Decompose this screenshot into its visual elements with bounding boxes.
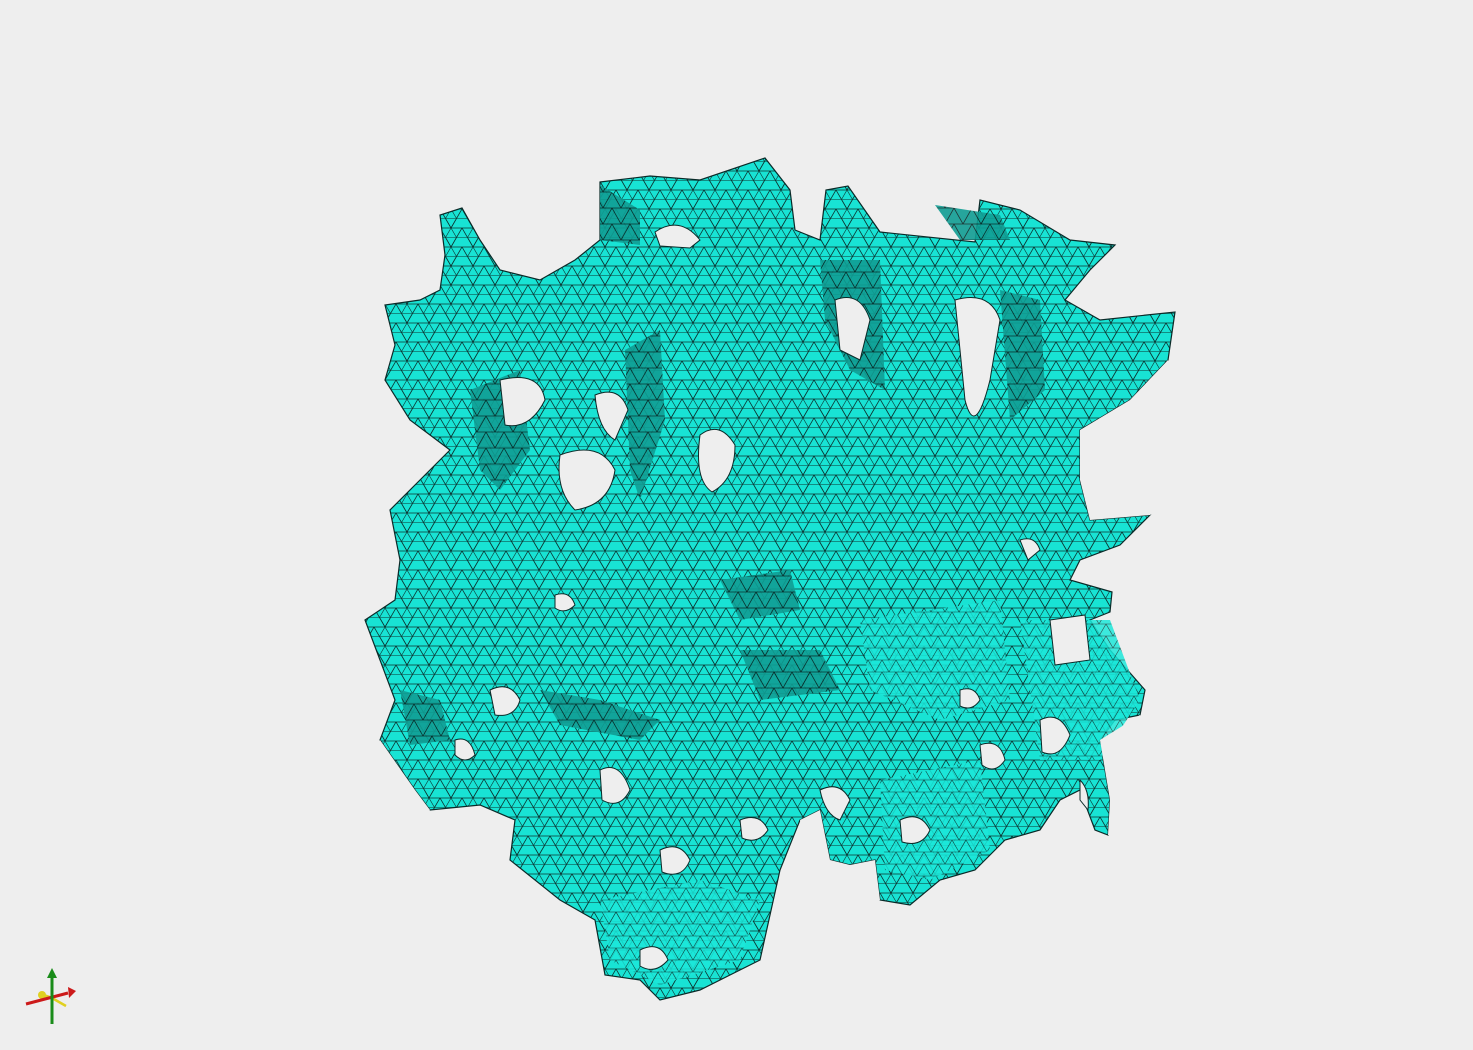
axis-triad[interactable]	[18, 962, 88, 1032]
axis-y-arrow-icon	[47, 968, 57, 1024]
axis-x-arrow-icon	[25, 987, 76, 1006]
mesh-outer-gaps	[360, 360, 1175, 930]
mesh-shadows	[400, 185, 1045, 745]
mesh-highlights	[600, 600, 1140, 985]
mesh-pores	[454, 224, 1091, 970]
